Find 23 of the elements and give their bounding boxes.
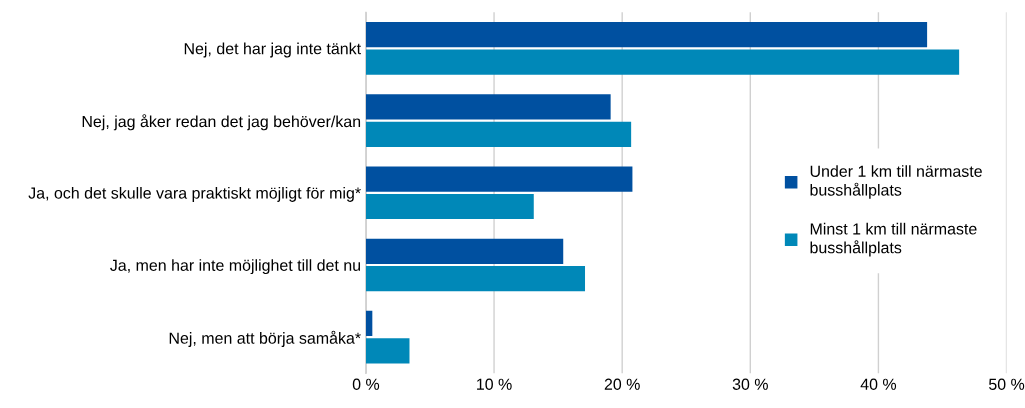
x-tick-label: 20 % [604, 378, 640, 390]
bar [365, 193, 534, 220]
bar [365, 310, 373, 337]
x-tick-label: 40 % [860, 378, 897, 390]
y-tick-label: Ja, men har inte möjlighet till det nu [110, 259, 361, 275]
x-tick-label: 10 % [477, 378, 512, 390]
legend-label: Under 1 km till närmaste busshållplats [810, 165, 982, 199]
y-tick-label: Nej, men att börja samåka* [169, 330, 361, 347]
bar [365, 121, 632, 147]
bar [365, 49, 960, 75]
x-tick-label: 0 % [352, 378, 380, 390]
bar [365, 266, 586, 292]
y-tick-label: Nej, det har jag inte tänkt [184, 42, 361, 58]
x-tick-label: 50 % [988, 378, 1025, 390]
bar [365, 22, 928, 48]
bar [365, 94, 611, 120]
x-tick-label: 30 % [732, 378, 768, 390]
bar [365, 166, 633, 192]
bar [365, 238, 564, 264]
bar [365, 338, 410, 364]
y-tick-label: Ja, och det skulle vara praktiskt möjligt för mig* [28, 186, 361, 202]
legend-label: Minst 1 km till närmaste busshållplats [810, 222, 977, 257]
y-tick-label: Nej, jag åker redan det jag behöver/kan [82, 114, 361, 131]
